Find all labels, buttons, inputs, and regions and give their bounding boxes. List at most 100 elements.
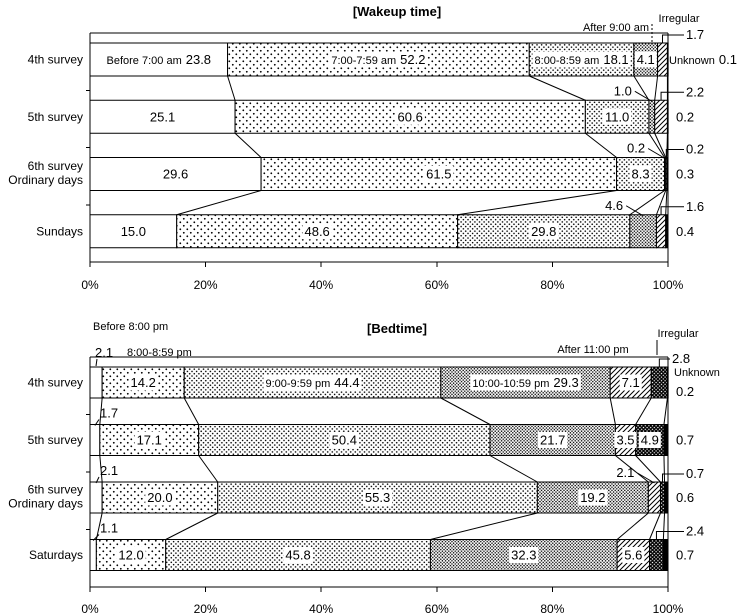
annotation-label: 8:00-8:59 pm: [127, 347, 192, 359]
bedtime-chart-title: [Bedtime]: [367, 321, 427, 336]
annotation-label: 2.1: [95, 345, 113, 360]
category-label: 6th survey: [28, 159, 83, 173]
segment-label: 9:00-9:59 pm 44.4: [265, 375, 359, 390]
connector-line: [99, 397, 103, 425]
bar-segment: [89, 99, 236, 134]
segment-label: 11.0: [605, 109, 629, 124]
label-backdrop: [329, 51, 428, 68]
leader-line: [647, 148, 666, 159]
segment-label: 4.1: [637, 52, 655, 67]
segment-label: 60.6: [398, 109, 423, 124]
connector-line: [663, 455, 666, 483]
connector-line: [663, 397, 668, 425]
annotation-label: Irregular: [659, 13, 700, 25]
category-label: Ordinary days: [8, 173, 83, 187]
label-backdrop: [134, 432, 164, 448]
connector-line: [648, 132, 665, 158]
segment-label: 4.6: [605, 198, 623, 213]
segment-label: 8.3: [632, 167, 650, 182]
segment-label: 1.0: [614, 83, 632, 98]
connector-line: [635, 455, 661, 483]
leader-line: [662, 473, 684, 482]
bar-segment: [654, 99, 668, 134]
connector-line: [629, 190, 665, 216]
segment-label: 2.4: [686, 524, 704, 539]
x-tick-label: 0%: [81, 602, 99, 615]
label-backdrop: [283, 547, 313, 563]
leader-line: [634, 90, 653, 102]
category-label: 4th survey: [28, 376, 83, 390]
segment-label: 4.9: [641, 433, 659, 448]
segment-label: 5.6: [624, 548, 642, 563]
segment-label: 17.1: [137, 433, 162, 448]
bedtime-chart: 0% 20% 40% 60% 80% 100% 4th survey 5th survey 6t…: [8, 321, 720, 615]
connector-line: [635, 397, 652, 425]
bar-segment: [536, 481, 649, 514]
label-backdrop: [622, 547, 645, 563]
bar-segment: [89, 157, 262, 191]
segment-label: 2.1: [616, 465, 634, 480]
bar-segment: [655, 214, 667, 249]
segment-label: 2.2: [686, 84, 704, 99]
connector-line: [666, 133, 668, 158]
label-backdrop: [634, 51, 657, 68]
leader-line: [660, 91, 684, 101]
segment-label: 7.1: [622, 375, 640, 390]
label-backdrop: [638, 432, 661, 448]
connector-line: [95, 512, 103, 540]
leader-line: [660, 206, 684, 215]
segment-label: 25.1: [150, 109, 175, 124]
segment-label: 12.0: [118, 548, 143, 563]
segment-label: 19.2: [580, 490, 605, 505]
bar-segment: [647, 481, 661, 514]
connector-line: [430, 512, 538, 540]
segment-label: 10:00-10:59 pm 29.3: [472, 375, 578, 390]
segment-label: 0.2: [686, 142, 704, 157]
x-tick-label: 20%: [194, 278, 218, 292]
x-tick-label: 40%: [309, 278, 333, 292]
bar-segment: [659, 481, 666, 514]
bar-segment: [650, 366, 668, 399]
segment-label: 0.7: [686, 466, 704, 481]
connector-line: [615, 455, 649, 483]
connector-line: [654, 133, 667, 158]
bar-segment: [89, 539, 97, 571]
leader-line: [94, 419, 100, 426]
leader-line: [95, 358, 98, 367]
segment-label: 2.8: [672, 351, 690, 366]
segment-label: 32.3: [511, 548, 536, 563]
wakeup-chart: 0% 20% 40% 60% 80% 100% 4th survey 5th survey 6t…: [8, 13, 737, 292]
category-label: 5th survey: [28, 110, 83, 124]
connector-line: [176, 190, 262, 216]
connector-line: [440, 397, 491, 425]
label-backdrop: [263, 374, 362, 391]
bar-segment: [648, 99, 656, 134]
connector-line: [529, 75, 586, 101]
segment-label: 61.5: [426, 167, 451, 182]
leader-line: [625, 205, 644, 217]
segment-label: 1.1: [100, 521, 118, 536]
leader-line: [92, 534, 100, 541]
segment-label: 55.3: [365, 490, 390, 505]
leader-line: [655, 531, 684, 540]
connector-line: [227, 75, 236, 101]
segment-label: 8:00-8:59 am 18.1: [535, 52, 629, 67]
connector-line: [616, 512, 649, 540]
connector-line: [585, 132, 617, 158]
segment-label: 29.6: [163, 167, 188, 182]
bar-segment: [89, 481, 103, 514]
segment-label: 50.4: [332, 433, 357, 448]
connector-line: [654, 75, 659, 101]
label-backdrop: [619, 374, 642, 391]
connector-line: [633, 75, 650, 101]
label-backdrop: [538, 432, 568, 448]
segment-label: 0.7: [676, 548, 694, 563]
bar-segment: [89, 366, 103, 399]
annotation-label: After 9:00 am: [583, 22, 649, 34]
segment-label: 20.0: [147, 490, 172, 505]
bar-segment: [629, 214, 657, 249]
x-tick-label: 60%: [425, 602, 449, 615]
bar-segment: [662, 539, 668, 571]
segment-label: 1.7: [686, 27, 704, 42]
